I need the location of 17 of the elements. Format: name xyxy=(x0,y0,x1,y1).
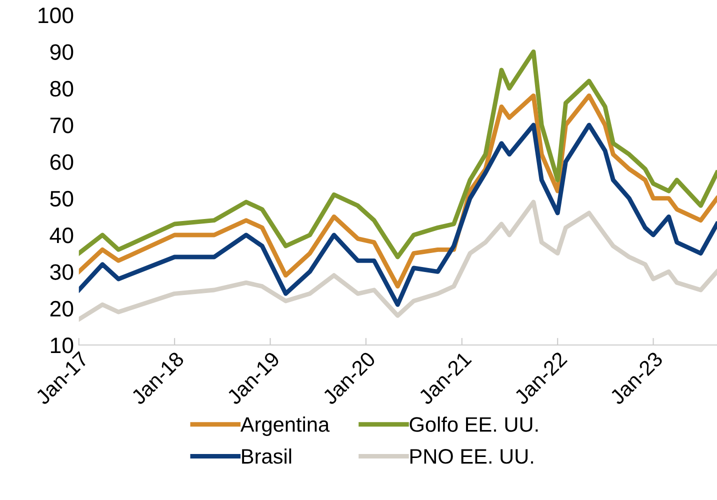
y-tick-label: 60 xyxy=(50,154,74,170)
y-tick-label: 50 xyxy=(50,190,74,207)
y-tick-label: 40 xyxy=(50,228,74,244)
y-tick-label: 10 xyxy=(50,338,74,354)
legend-label: Brasil xyxy=(242,448,292,464)
y-tick-label: 20 xyxy=(50,300,74,317)
y-tick-label: 90 xyxy=(50,44,74,60)
y-tick-label: 70 xyxy=(50,118,74,134)
y-tick-label: 100 xyxy=(38,8,74,24)
y-tick-label: 80 xyxy=(50,80,74,97)
y-tick-label: 30 xyxy=(50,264,74,280)
line-series xyxy=(78,200,717,322)
legend-label: PNO EE. UU. xyxy=(410,449,534,464)
legend-label: Argentina xyxy=(240,416,330,436)
line-series xyxy=(78,122,717,307)
legend-label: Golfo EE. UU. xyxy=(410,416,538,432)
line-series xyxy=(78,49,717,260)
